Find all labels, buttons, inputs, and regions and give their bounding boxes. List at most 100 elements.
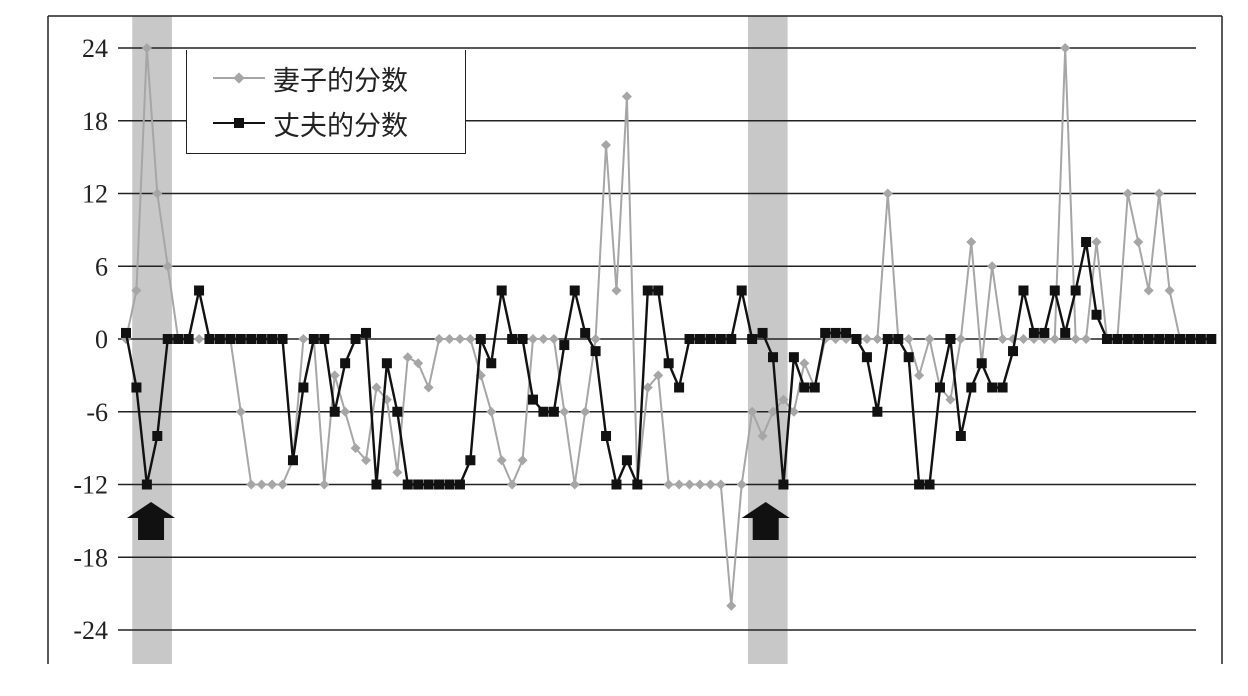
wife-point [590, 334, 601, 344]
husband-point [924, 479, 935, 490]
husband-point [1101, 334, 1112, 344]
wife-point [1133, 237, 1144, 247]
wife-point [726, 600, 737, 611]
husband-point [621, 455, 632, 466]
husband-point [131, 382, 142, 393]
husband-point [538, 406, 549, 417]
husband-point [267, 334, 278, 344]
husband-point [246, 334, 257, 344]
wife-point [350, 443, 361, 454]
wife-point [527, 334, 538, 344]
husband-point [329, 406, 340, 417]
wife-point [162, 261, 173, 272]
husband-point [997, 382, 1008, 393]
husband-point [1112, 334, 1123, 344]
wife-point [1164, 285, 1175, 296]
husband-point [736, 285, 747, 296]
husband-point [141, 479, 152, 490]
husband-point [569, 285, 580, 296]
husband-point [976, 358, 987, 369]
husband-point [392, 406, 403, 417]
up-arrow-2 [741, 502, 790, 540]
wife-point [329, 370, 340, 381]
husband-point [945, 334, 956, 344]
wife-point [882, 188, 893, 199]
husband-point [966, 382, 977, 393]
wife-point [486, 406, 497, 417]
husband-point [934, 382, 945, 393]
wife-point [1122, 188, 1133, 199]
husband-point [1185, 334, 1196, 344]
husband-point [1081, 237, 1092, 247]
wife-point [799, 358, 810, 369]
husband-point [653, 285, 664, 296]
wife-point [1060, 43, 1071, 53]
wife-point [653, 370, 664, 381]
y-tick-labels: 24 18 12 6 0 -6 -12 -18 -24 [73, 34, 108, 645]
y-tick-label: 0 [95, 325, 108, 354]
wife-point [559, 406, 570, 417]
husband-point [1018, 285, 1029, 296]
husband-point [768, 352, 779, 363]
husband-point [361, 327, 372, 338]
legend-swatch-husband [211, 113, 267, 133]
y-tick-label: -6 [86, 398, 108, 427]
wife-point [997, 334, 1008, 344]
husband-point [308, 334, 319, 344]
wife-point [747, 406, 758, 417]
husband-point [235, 334, 246, 344]
wife-point [966, 237, 977, 247]
husband-point [715, 334, 726, 344]
husband-point [527, 394, 538, 405]
husband-point [402, 479, 413, 490]
husband-point [872, 406, 883, 417]
legend-label-husband: 丈夫的分数 [273, 110, 408, 142]
wife-point [705, 479, 716, 490]
y-tick-label: -24 [73, 616, 108, 645]
husband-point [1070, 285, 1081, 296]
husband-point [987, 382, 998, 393]
wife-point [548, 334, 559, 344]
husband-point [642, 285, 653, 296]
wife-point [423, 382, 434, 393]
wife-point [340, 406, 351, 417]
wife-point [538, 334, 549, 344]
wife-point [131, 285, 142, 296]
husband-point [496, 285, 507, 296]
husband-point [194, 285, 205, 296]
wife-point [1091, 237, 1102, 247]
husband-point [611, 479, 622, 490]
husband-point [590, 346, 601, 357]
wife-point [267, 479, 278, 490]
wife-point [465, 334, 476, 344]
husband-point [507, 334, 518, 344]
wife-point [1049, 334, 1060, 344]
wife-point [642, 382, 653, 393]
husband-point [684, 334, 695, 344]
wife-point [861, 334, 872, 344]
husband-point [1206, 334, 1217, 344]
wife-point [569, 479, 580, 490]
husband-point [381, 358, 392, 369]
husband-point [788, 352, 799, 363]
wife-point [955, 334, 966, 344]
husband-point [371, 479, 382, 490]
husband-point [465, 455, 476, 466]
wife-point [987, 261, 998, 272]
legend-item-wife: 妻子的分数 [211, 60, 408, 97]
husband-point [1028, 327, 1039, 338]
husband-point [1008, 346, 1019, 357]
husband-point [1154, 334, 1165, 344]
husband-point [914, 479, 925, 490]
husband-point [350, 334, 361, 344]
husband-point [548, 406, 559, 417]
wife-point [778, 394, 789, 405]
y-tick-label: -18 [73, 543, 108, 572]
wife-point [903, 334, 914, 344]
husband-point [277, 334, 288, 344]
husband-point [256, 334, 267, 344]
husband-point [632, 479, 643, 490]
husband-point [955, 431, 966, 441]
husband-point [1143, 334, 1154, 344]
wife-point [945, 394, 956, 405]
